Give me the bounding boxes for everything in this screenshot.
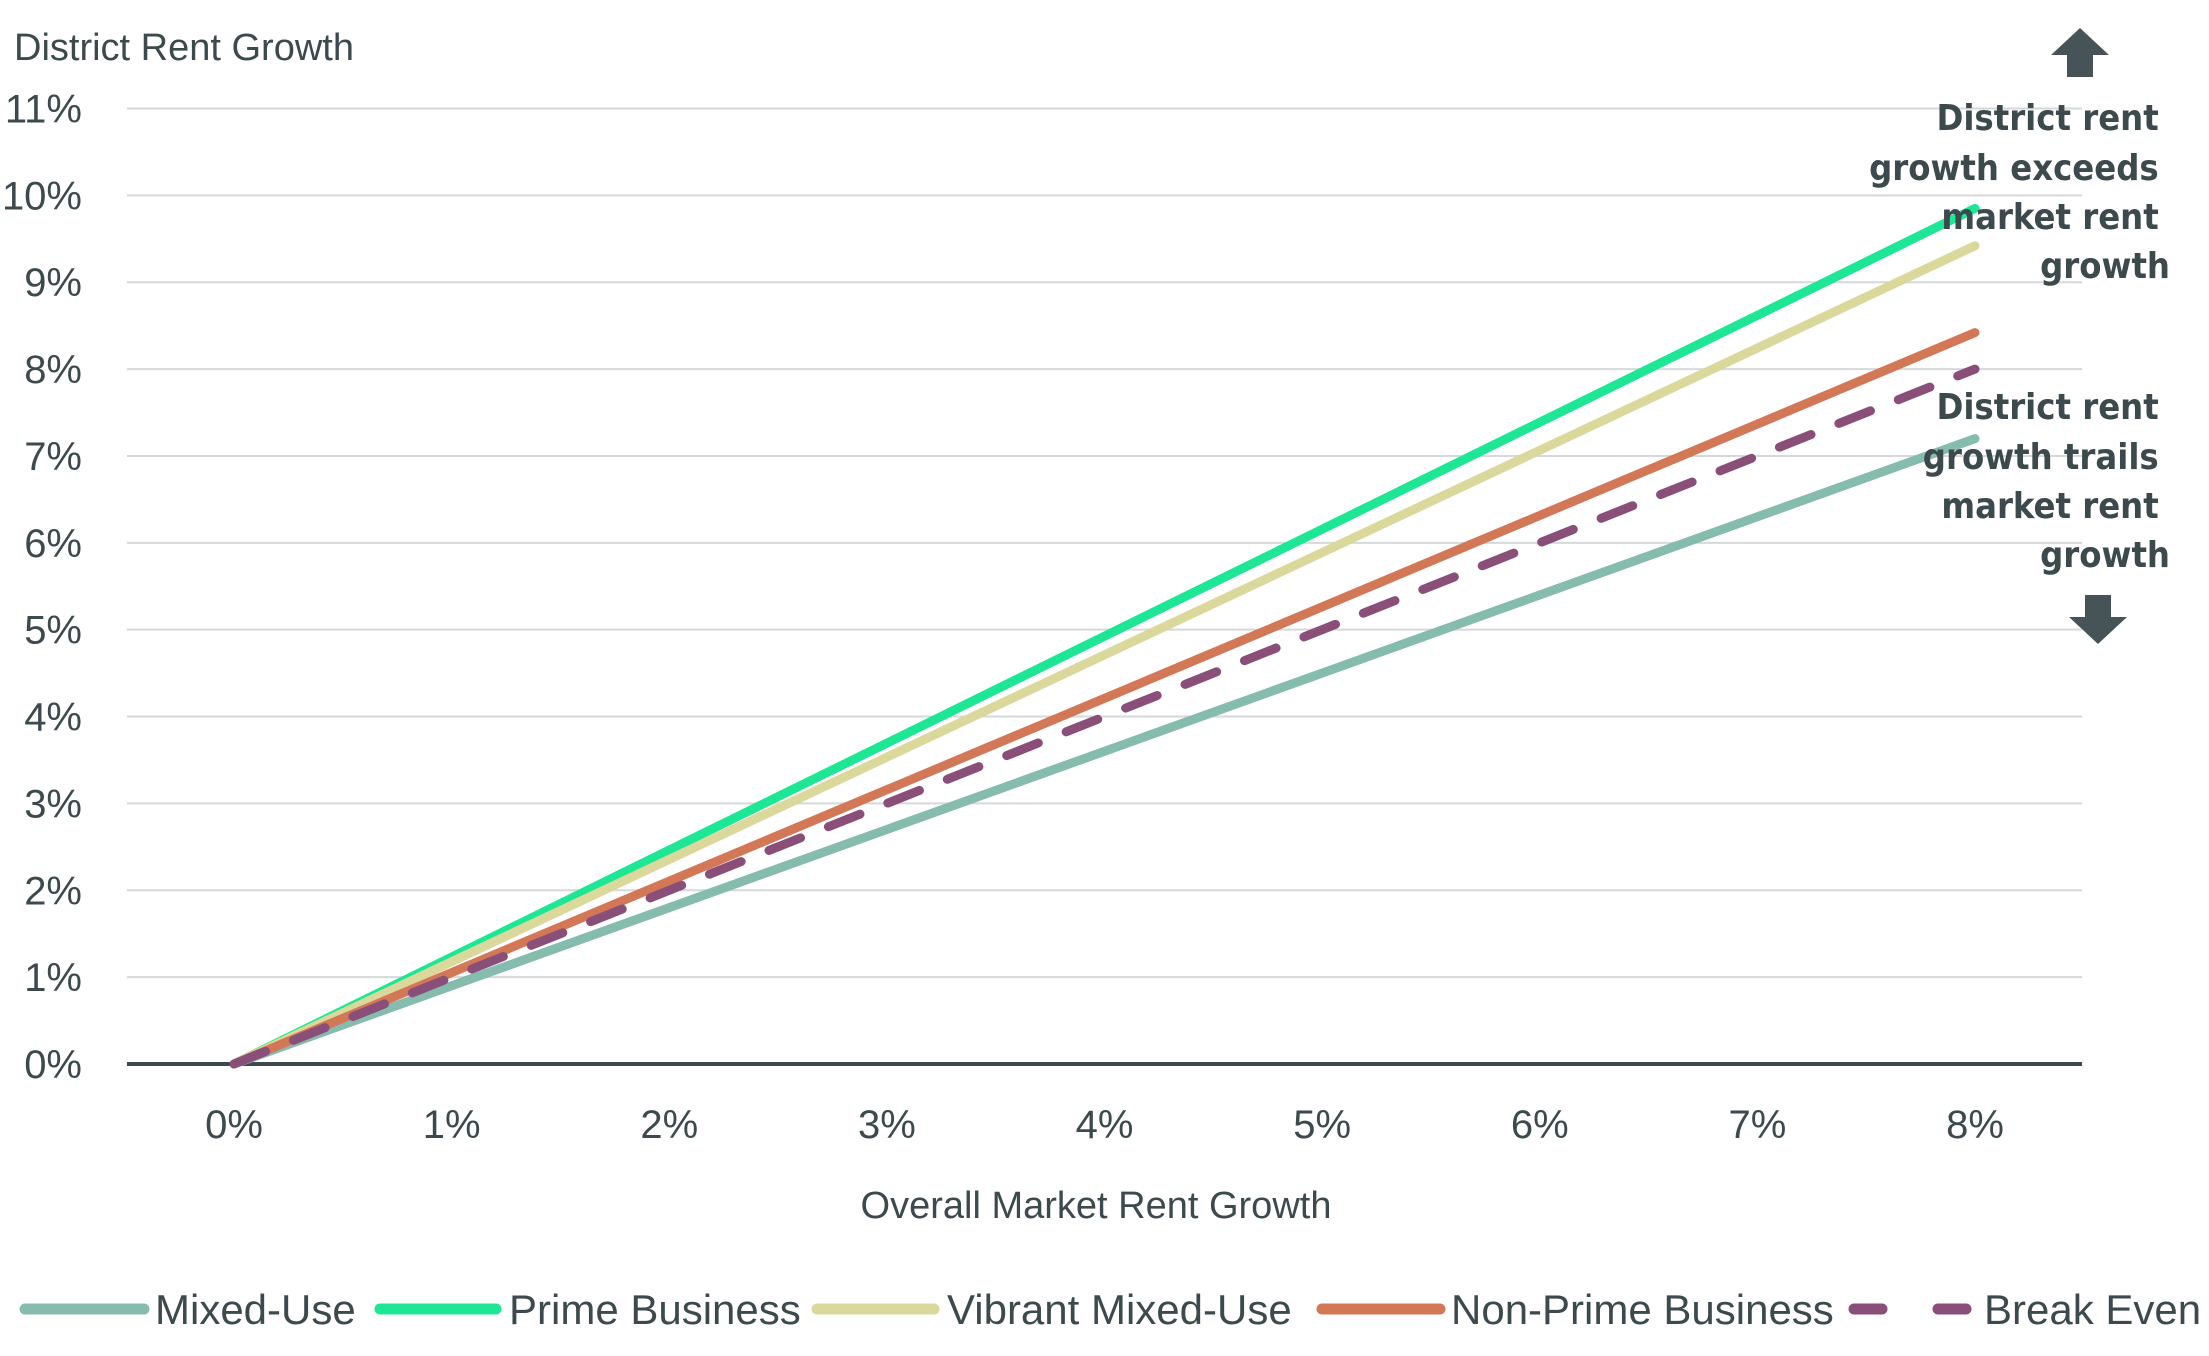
series-line-prime-business: [229, 203, 1980, 1069]
legend-label: Break Even: [1984, 1286, 2201, 1333]
series-lines: [229, 203, 1980, 1069]
x-tick-label: 6%: [1511, 1103, 1569, 1147]
annotation-trails: District rent growth trails market rent …: [1923, 387, 2170, 576]
legend-label: Mixed-Use: [155, 1286, 356, 1333]
y-tick-label: 10%: [2, 174, 82, 218]
legend-label: Vibrant Mixed-Use: [947, 1286, 1292, 1333]
series-line-non-prime-business: [229, 328, 1980, 1069]
gridlines: [127, 107, 2082, 1066]
y-tick-label: 4%: [24, 696, 82, 740]
legend: Mixed-Use Prime Business Vibrant Mixed-Use…: [19, 1286, 2201, 1333]
x-tick-label: 0%: [205, 1103, 263, 1147]
x-tick-label: 8%: [1946, 1103, 2004, 1147]
y-tick-label: 8%: [24, 348, 82, 392]
series-line-mixed-use: [229, 434, 1980, 1069]
x-tick-label: 4%: [1076, 1103, 1134, 1147]
x-tick-label: 5%: [1293, 1103, 1351, 1147]
series-line-vibrant-mixed-use: [229, 241, 1980, 1069]
legend-label: Non-Prime Business: [1451, 1286, 1834, 1333]
x-axis-title: Overall Market Rent Growth: [861, 1185, 1332, 1227]
x-tick-labels: 0% 1% 2% 3% 4% 5% 6% 7% 8%: [205, 1103, 2004, 1147]
arrow-up-icon: [2051, 28, 2109, 77]
x-tick-label: 7%: [1728, 1103, 1786, 1147]
y-tick-label: 0%: [24, 1043, 82, 1087]
series-line-break-even: [229, 364, 1980, 1069]
y-tick-labels: 0% 1% 2% 3% 4% 5% 6% 7% 8% 9% 10% 11%: [2, 88, 82, 1088]
y-tick-label: 7%: [24, 435, 82, 479]
annotation-exceeds: District rent growth exceeds market rent…: [1869, 98, 2170, 287]
y-tick-label: 11%: [5, 88, 82, 132]
y-tick-label: 6%: [24, 522, 82, 566]
y-tick-label: 9%: [24, 261, 82, 305]
y-tick-label: 3%: [24, 782, 82, 826]
x-tick-label: 3%: [858, 1103, 916, 1147]
x-tick-label: 2%: [640, 1103, 698, 1147]
arrow-down-icon: [2069, 595, 2127, 644]
x-tick-label: 1%: [423, 1103, 481, 1147]
y-tick-label: 5%: [24, 609, 82, 653]
y-axis-title: District Rent Growth: [14, 27, 354, 69]
y-tick-label: 1%: [24, 956, 82, 1000]
legend-label: Prime Business: [509, 1286, 801, 1333]
y-tick-label: 2%: [24, 869, 82, 913]
